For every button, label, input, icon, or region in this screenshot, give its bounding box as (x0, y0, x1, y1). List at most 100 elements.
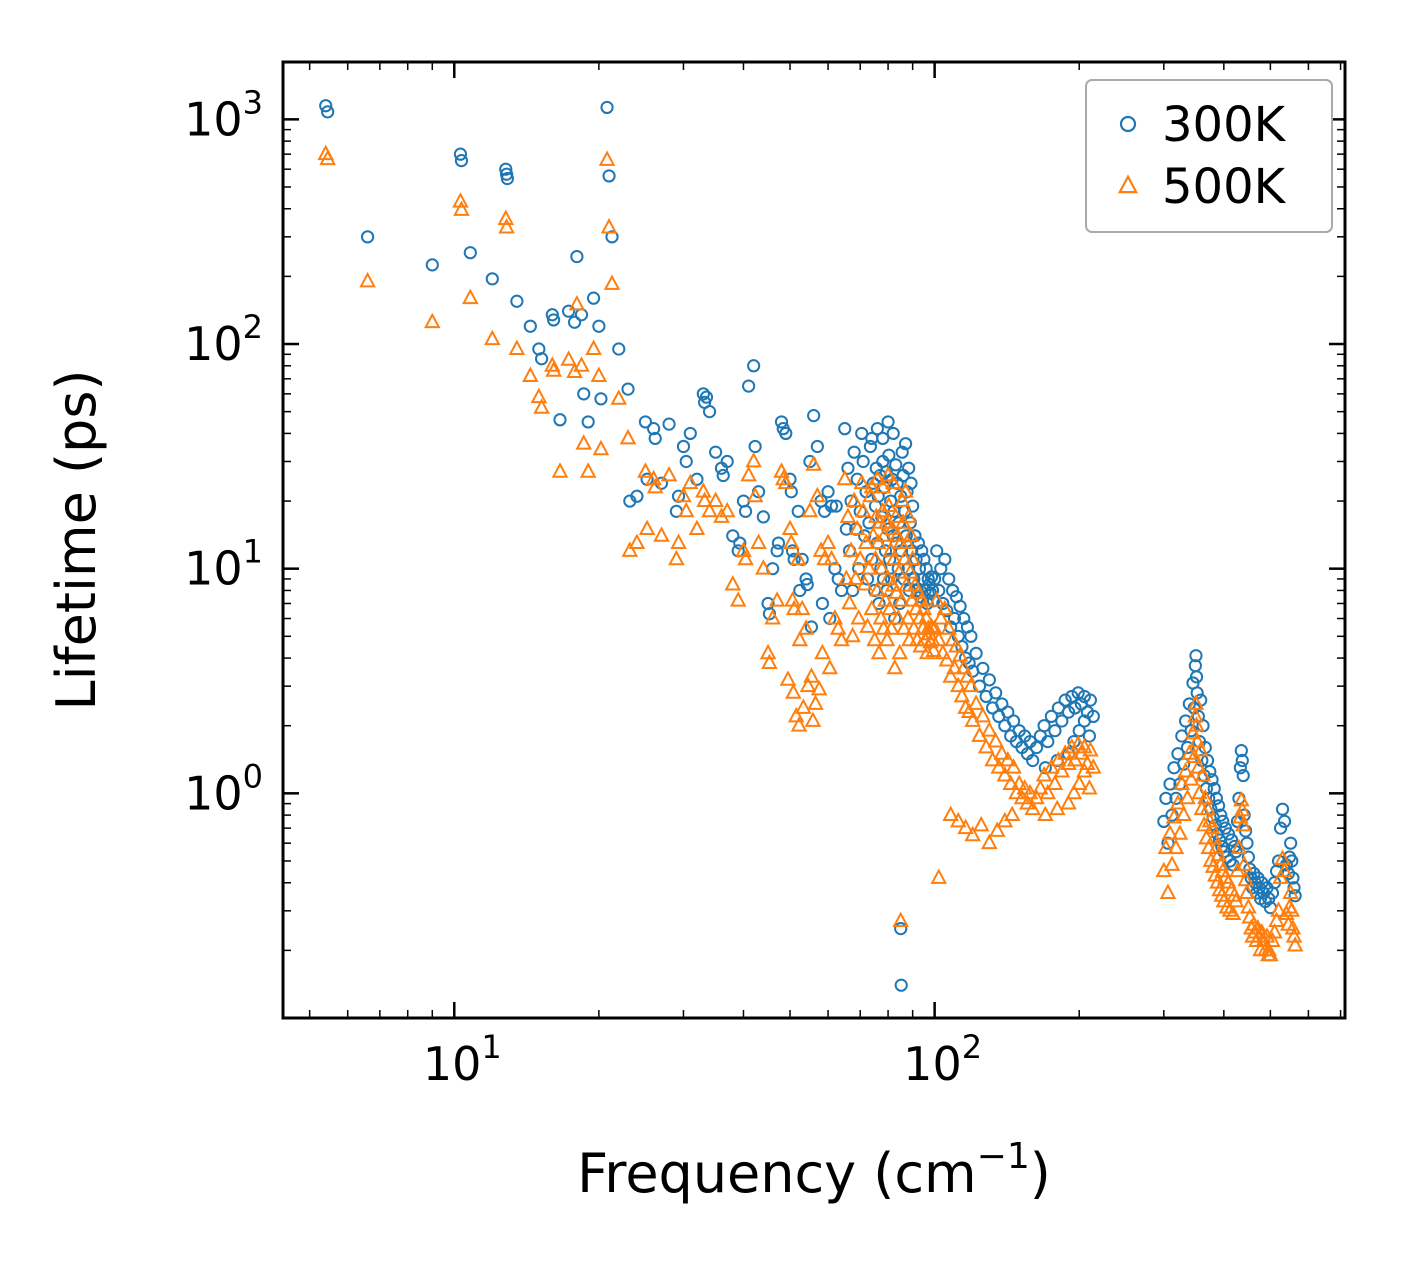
data-point-circle (953, 599, 967, 613)
data-point-triangle (1037, 805, 1054, 822)
data-point-circle (841, 461, 855, 475)
data-point-circle (612, 342, 626, 356)
data-point-triangle (1234, 800, 1251, 817)
data-point-triangle (1235, 855, 1253, 871)
data-point-triangle (801, 501, 819, 518)
data-point-circle (1277, 814, 1292, 829)
data-point-circle (902, 461, 916, 475)
data-point-circle (1058, 693, 1072, 707)
data-point-triangle (359, 271, 376, 288)
data-point-circle (1286, 871, 1300, 885)
data-point-circle (510, 294, 524, 308)
data-point-circle (807, 409, 821, 423)
data-point-circle (756, 510, 770, 524)
data-point-triangle (799, 676, 817, 693)
data-point-circle (1275, 802, 1290, 816)
data-point-triangle (1197, 788, 1214, 805)
data-point-circle (630, 489, 644, 503)
data-point-triangle (1171, 824, 1189, 840)
data-point-triangle (1237, 870, 1254, 887)
data-point-triangle (934, 643, 952, 660)
data-point-circle (1284, 836, 1298, 850)
data-point-triangle (1060, 754, 1077, 770)
data-point-triangle (896, 549, 913, 566)
data-point-triangle (1227, 892, 1245, 908)
data-point-triangle (779, 670, 797, 686)
data-point-triangle (1163, 855, 1181, 871)
legend-label: 300K (1162, 97, 1287, 153)
y-axis-label: Lifetime (ps) (45, 369, 108, 710)
data-point-triangle (777, 473, 795, 490)
legend-item-500K: 500K (1117, 159, 1287, 215)
data-point-triangle (590, 366, 608, 382)
data-point-circle (360, 230, 375, 244)
data-point-circle (709, 445, 723, 459)
data-point-triangle (898, 576, 915, 592)
data-point-circle (321, 105, 335, 119)
data-point-triangle (1079, 754, 1096, 770)
data-point-circle (856, 454, 870, 469)
data-point-triangle (453, 200, 470, 216)
data-point-triangle (959, 667, 976, 683)
data-point-triangle (953, 686, 971, 703)
data-point-circle (886, 426, 900, 441)
data-point-triangle (981, 721, 998, 737)
data-point-triangle (893, 491, 911, 507)
data-point-circle (1161, 836, 1175, 850)
data-point-triangle (484, 329, 501, 346)
data-point-circle (1288, 889, 1302, 903)
data-point-circle (969, 646, 983, 660)
data-point-triangle (905, 619, 923, 635)
data-point-circle (989, 686, 1003, 700)
data-point-circle (1227, 839, 1242, 854)
data-point-circle (831, 572, 845, 586)
data-point-circle (834, 583, 849, 598)
data-point-triangle (1264, 931, 1281, 947)
data-point-circle (535, 352, 549, 366)
data-point-circle (1157, 814, 1171, 829)
data-point-triangle (885, 549, 903, 566)
data-point-triangle (930, 630, 948, 647)
data-point-triangle (857, 533, 875, 550)
data-point-triangle (987, 732, 1004, 748)
data-point-circle (870, 422, 884, 436)
data-point-triangle (1274, 849, 1291, 865)
data-point-triangle (668, 549, 685, 566)
data-point-triangle (893, 591, 910, 607)
data-point-triangle (573, 356, 590, 372)
data-point-triangle (707, 491, 724, 507)
data-point-triangle (1190, 758, 1207, 774)
data-point-circle (894, 921, 908, 936)
data-point-triangle (592, 439, 610, 456)
data-point-triangle (1048, 799, 1066, 816)
data-point-circle (319, 99, 333, 113)
data-point-circle (915, 544, 929, 558)
data-point-triangle (895, 619, 913, 635)
data-point-triangle (1234, 815, 1252, 832)
data-point-circle (839, 522, 853, 536)
data-point-circle (463, 246, 477, 260)
data-point-triangle (1286, 936, 1304, 952)
data-point-triangle (949, 811, 967, 828)
data-point-circle (895, 445, 909, 459)
data-point-circle (696, 387, 710, 401)
data-point-circle (547, 313, 561, 327)
data-point-triangle (863, 599, 881, 616)
data-point-triangle (452, 192, 469, 208)
data-point-circle (453, 147, 468, 161)
data-point-circle (747, 359, 761, 373)
data-point-triangle (545, 361, 562, 377)
data-point-triangle (967, 694, 985, 710)
data-point-triangle (764, 609, 781, 625)
data-point-triangle (930, 868, 948, 884)
data-point-triangle (1266, 923, 1283, 939)
y-tick-label: 101 (184, 533, 263, 596)
data-point-triangle (848, 519, 866, 536)
data-point-triangle (1085, 758, 1102, 774)
data-point-triangle (957, 818, 974, 835)
data-point-triangle (898, 533, 916, 550)
data-point-triangle (918, 643, 936, 660)
data-point-triangle (1192, 741, 1209, 757)
data-point-triangle (878, 630, 896, 647)
y-tick-label: 102 (184, 308, 263, 371)
